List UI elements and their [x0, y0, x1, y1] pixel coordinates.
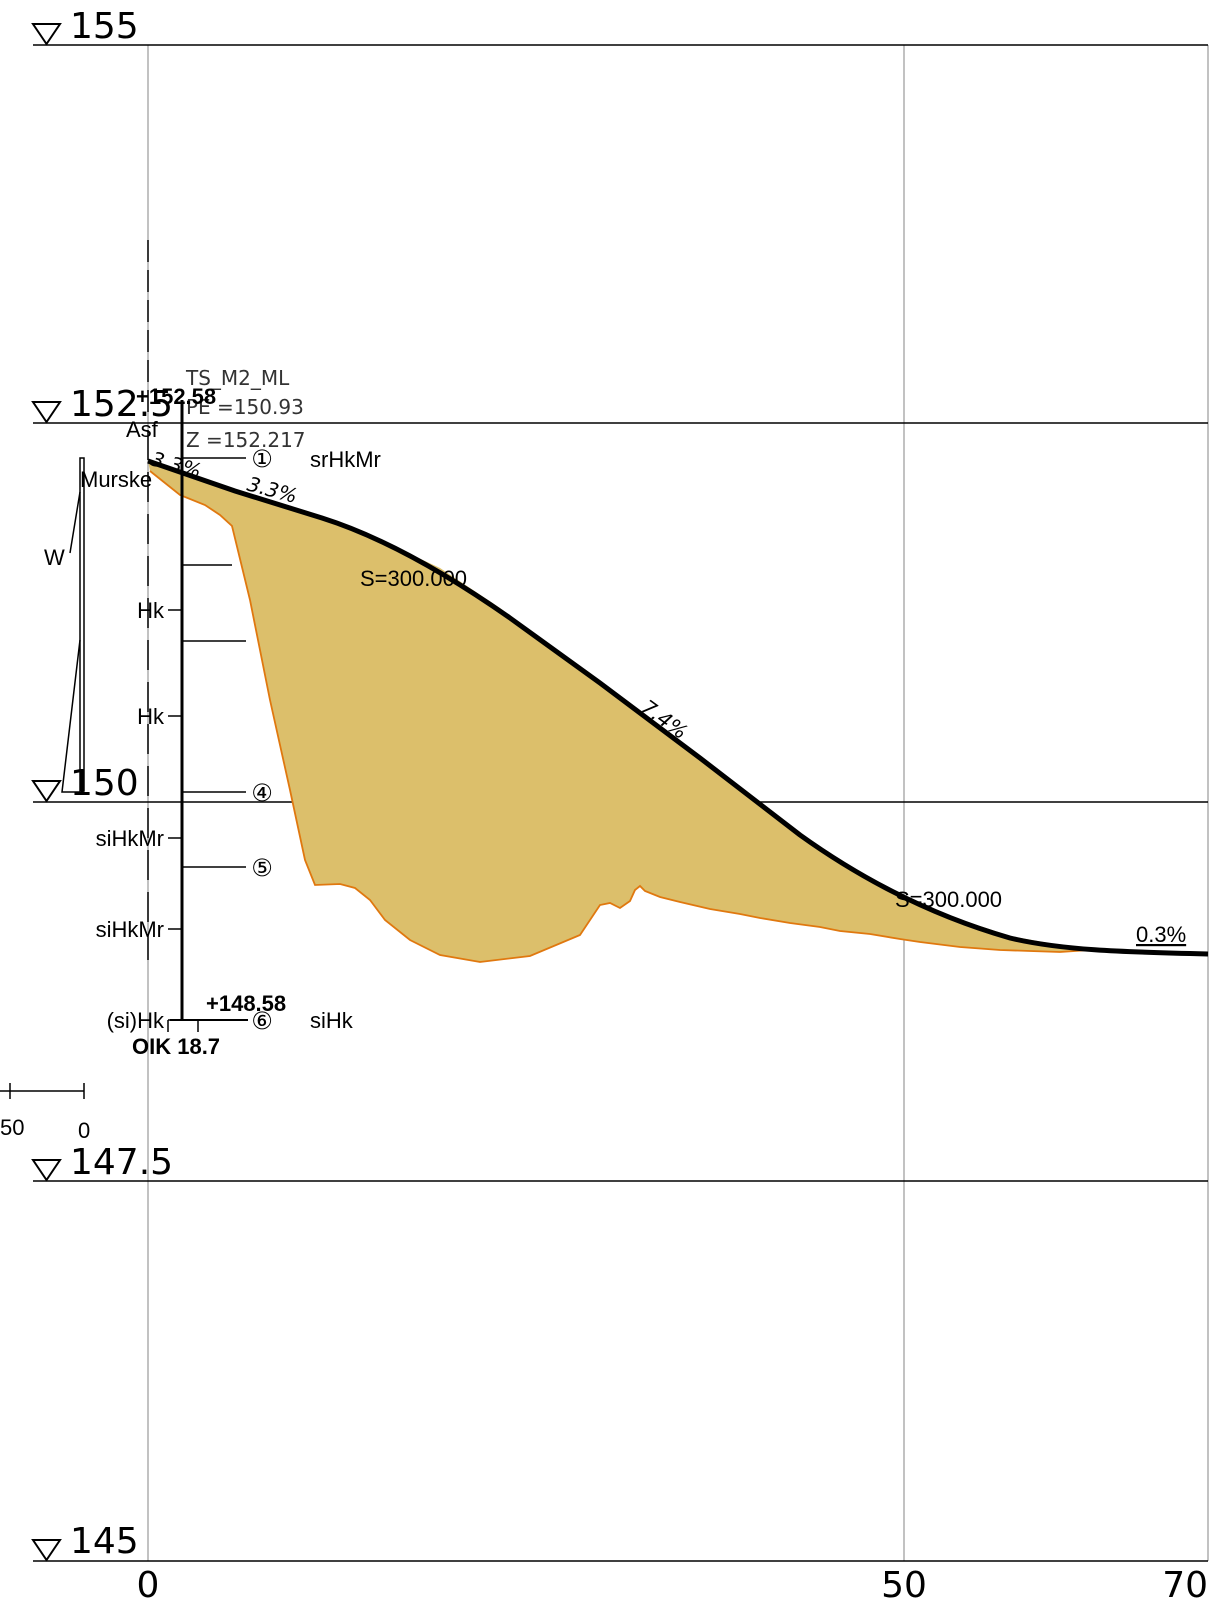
elevation-label: 145: [70, 1521, 139, 1562]
sample-marker: ⑤: [251, 854, 273, 882]
layer-label: siHkMr: [96, 826, 164, 851]
sounding-scale-label: 0: [78, 1118, 90, 1143]
sample-marker: ①: [251, 445, 273, 473]
triangle-marker-icon: [31, 1539, 62, 1562]
layer-label: Hk: [137, 704, 165, 729]
sounding-bar: [79, 457, 85, 792]
layer-label: Asf: [126, 417, 159, 442]
sounding-curve: [61, 491, 81, 793]
station-label: 50: [881, 1565, 927, 1600]
sounding-label: W: [44, 545, 65, 570]
station-label: 70: [1162, 1565, 1208, 1600]
design-profile-line: [147, 458, 1209, 957]
elevation-label: 155: [70, 6, 139, 47]
triangle-marker-icon: [31, 401, 62, 424]
layer-label: Hk: [137, 598, 165, 623]
layer-label: Murske: [80, 467, 152, 492]
slope-label: 0.3%: [1136, 922, 1186, 947]
curve-label: S=300.000: [895, 887, 1002, 912]
borehole-stop-code: OIK 18.7: [132, 1034, 220, 1059]
elevation-label: 150: [70, 763, 139, 804]
road-name: TS_M2_ML: [185, 366, 290, 390]
sample-marker: ④: [251, 779, 273, 807]
fill-area: [148, 461, 1090, 962]
layer-label: (si)Hk: [107, 1008, 165, 1033]
station-label: 0: [137, 1565, 160, 1600]
triangle-marker-icon: [31, 780, 62, 803]
borehole-top-level: +152.58: [136, 384, 216, 409]
layer-label: siHkMr: [96, 917, 164, 942]
borehole-bottom-level: +148.58: [206, 991, 286, 1016]
road-pe: PE =150.93: [186, 395, 304, 419]
curve-label: S=300.000: [360, 566, 467, 591]
sample-marker: ⑥: [251, 1007, 273, 1035]
ground-line: [149, 470, 1091, 963]
sounding-scale-label: 50: [0, 1115, 24, 1140]
triangle-marker-icon: [31, 23, 62, 46]
elevation-label: 147.5: [70, 1142, 173, 1183]
triangle-marker-icon: [31, 1159, 62, 1182]
sample-description: srHkMr: [310, 447, 381, 472]
road-z: Z =152.217: [186, 428, 306, 452]
elevation-label: 152.5: [70, 384, 173, 425]
sample-description: siHk: [310, 1008, 354, 1033]
